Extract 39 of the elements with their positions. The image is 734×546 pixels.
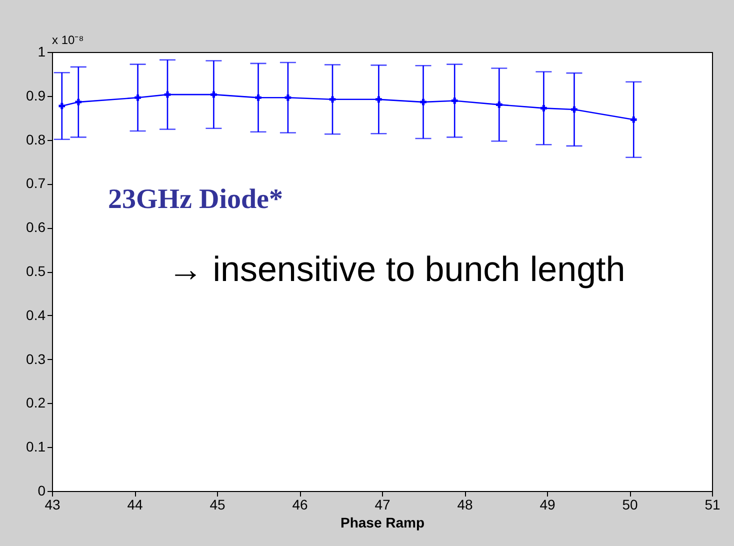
point — [134, 94, 141, 101]
y-tick-label: 0.6 — [26, 219, 46, 236]
y-tick-label: 0.9 — [26, 87, 46, 104]
x-tick-label: 47 — [374, 496, 390, 512]
point — [255, 94, 262, 101]
x-tick-label: 48 — [457, 496, 473, 512]
x-tick-label: 44 — [127, 496, 143, 512]
point — [420, 98, 426, 106]
y-tick-label: 0.3 — [26, 350, 46, 367]
y-tick-label: 0.2 — [26, 394, 46, 411]
annotation: → insensitive to bunch length — [168, 250, 626, 289]
x-tick-label: 51 — [704, 496, 720, 512]
x-tick-label: 50 — [622, 496, 638, 512]
point — [571, 106, 578, 113]
x-tick-label: 43 — [44, 496, 60, 512]
point — [630, 116, 637, 123]
x-axis-title: Phase Ramp — [340, 514, 425, 530]
x-tick-label: 45 — [210, 496, 226, 512]
point — [75, 98, 82, 106]
point — [58, 102, 66, 110]
y-tick-label: 0.8 — [26, 131, 46, 148]
x-tick-label: 46 — [292, 496, 308, 512]
point — [376, 96, 382, 103]
y-tick-label: 1 — [38, 44, 46, 60]
y-tick-label: 0.1 — [26, 438, 46, 455]
point — [496, 102, 502, 108]
y-tick-label: 0.5 — [26, 263, 46, 279]
annotation: 23GHz Diode* — [108, 184, 283, 215]
y-tick-label: 0.7 — [26, 175, 46, 192]
point — [210, 91, 217, 98]
point — [284, 94, 292, 101]
point — [540, 105, 547, 112]
point — [329, 96, 336, 103]
x-tick-label: 49 — [540, 496, 556, 512]
y-tick-label: 0 — [38, 482, 46, 498]
point — [164, 91, 171, 98]
point — [451, 98, 458, 104]
text: x 10⁻⁸ — [52, 33, 84, 47]
y-tick-label: 0.4 — [26, 306, 46, 323]
